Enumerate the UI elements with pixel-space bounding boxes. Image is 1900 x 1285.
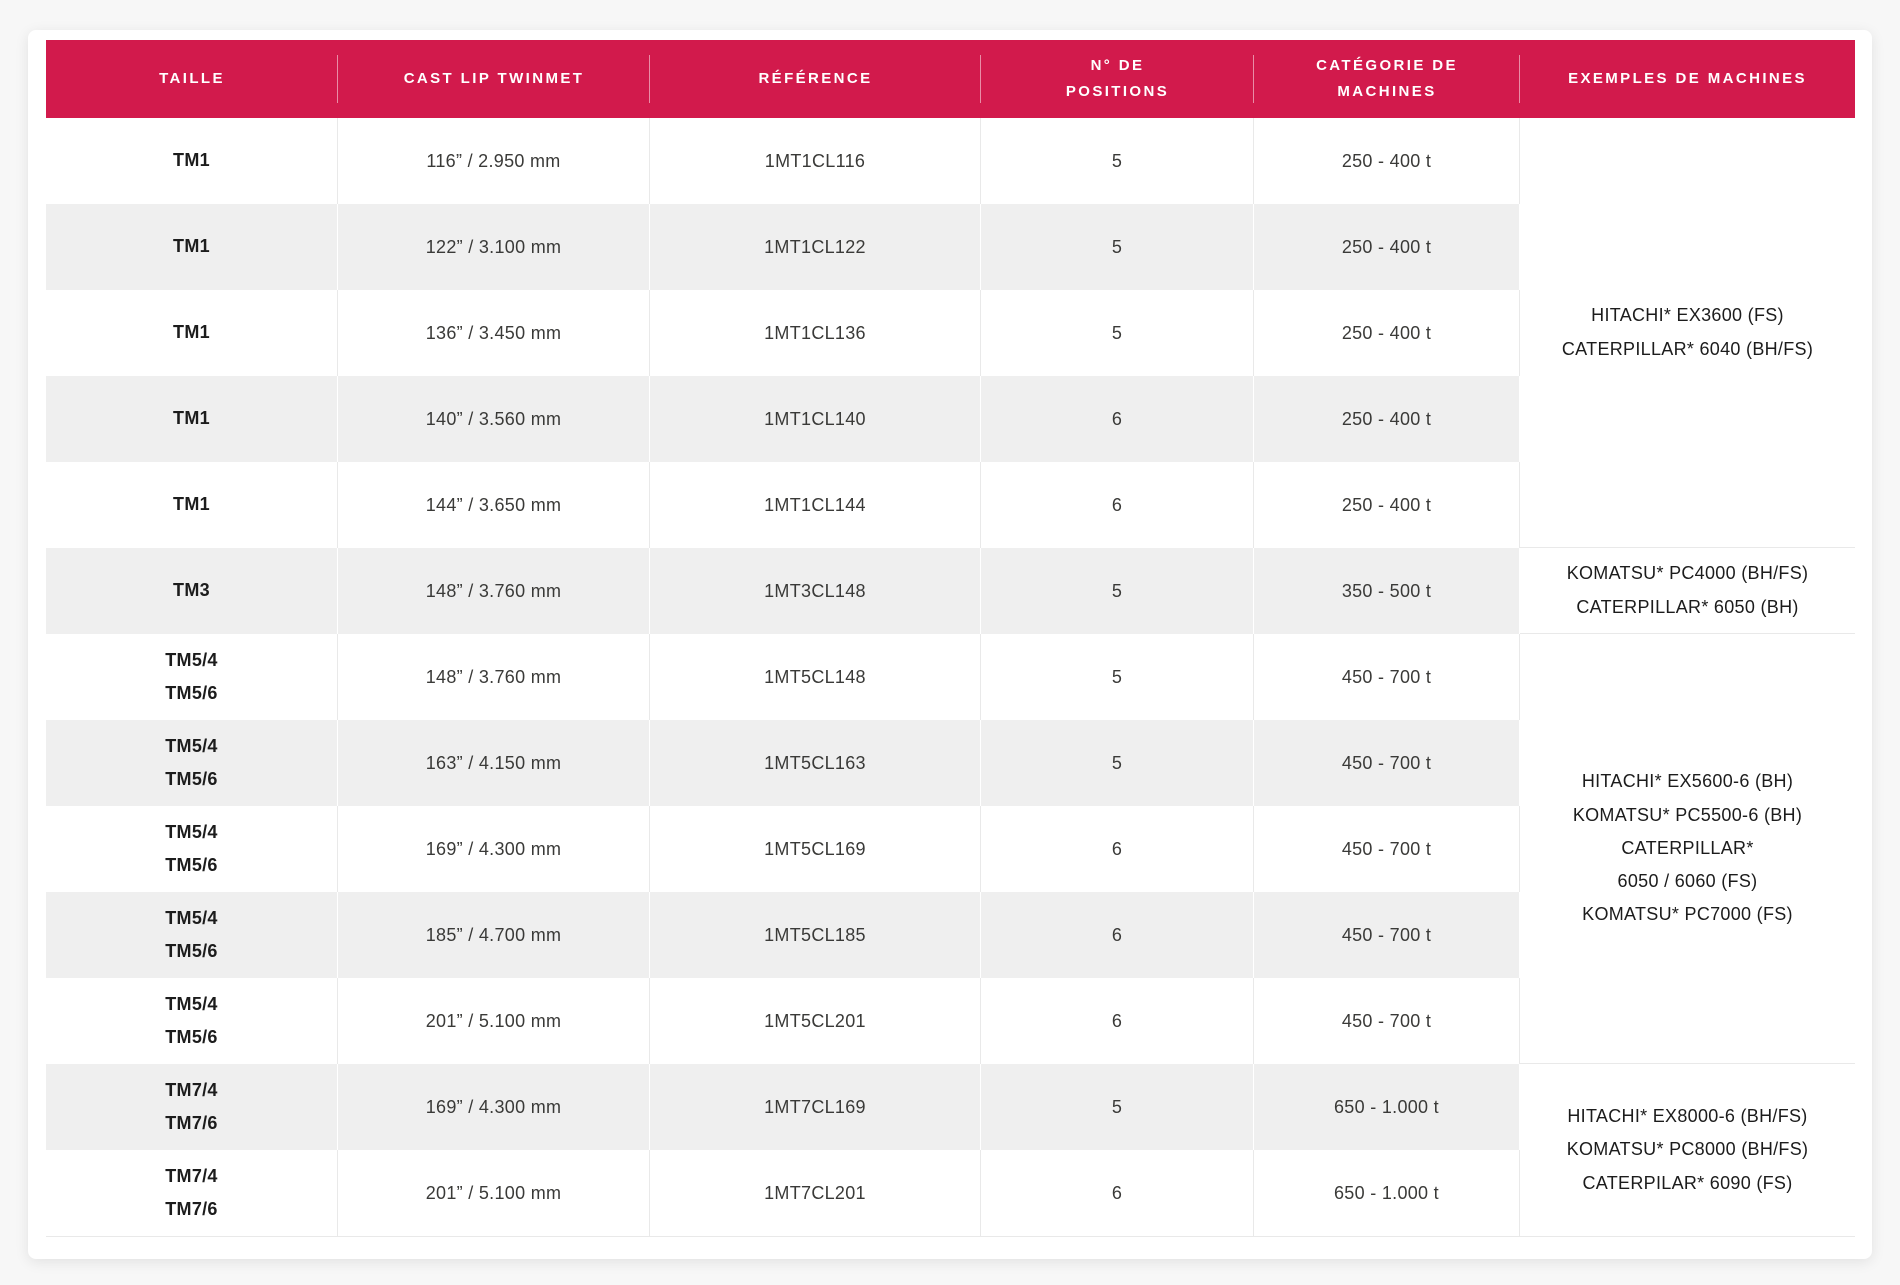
positions-cell: 6 — [981, 892, 1254, 978]
machines-table: TAILLE CAST LIP TWINMET RÉFÉRENCE N° DE … — [46, 40, 1855, 1236]
positions-cell: 5 — [981, 548, 1254, 634]
table-row: TM5/4 TM5/6 163” / 4.150 mm 1MT5CL163 5 450 … — [46, 720, 1855, 806]
positions-cell: 5 — [981, 118, 1254, 204]
examples-cell: HITACHI* EX3600 (FS) CATERPILLAR* 6040 (… — [1520, 118, 1855, 548]
column-header-exemples: EXEMPLES DE MACHINES — [1520, 40, 1855, 118]
categorie-cell: 250 - 400 t — [1254, 290, 1520, 376]
taille-cell: TM5/4 TM5/6 — [46, 634, 338, 720]
column-header-cast-lip: CAST LIP TWINMET — [338, 40, 650, 118]
table-row: TM5/4 TM5/6 185” / 4.700 mm 1MT5CL185 6 450 … — [46, 892, 1855, 978]
cast-lip-cell: 122” / 3.100 mm — [338, 204, 650, 290]
reference-cell: 1MT1CL144 — [650, 462, 981, 548]
cast-lip-cell: 148” / 3.760 mm — [338, 548, 650, 634]
reference-cell: 1MT7CL201 — [650, 1150, 981, 1236]
categorie-cell: 250 - 400 t — [1254, 118, 1520, 204]
taille-cell: TM5/4 TM5/6 — [46, 892, 338, 978]
positions-cell: 5 — [981, 720, 1254, 806]
cast-lip-cell: 140” / 3.560 mm — [338, 376, 650, 462]
table-wrap: TAILLE CAST LIP TWINMET RÉFÉRENCE N° DE … — [46, 40, 1855, 1237]
reference-cell: 1MT1CL136 — [650, 290, 981, 376]
positions-cell: 6 — [981, 806, 1254, 892]
table-card: TAILLE CAST LIP TWINMET RÉFÉRENCE N° DE … — [28, 30, 1872, 1259]
taille-cell: TM5/4 TM5/6 — [46, 720, 338, 806]
taille-cell: TM5/4 TM5/6 — [46, 806, 338, 892]
reference-cell: 1MT5CL169 — [650, 806, 981, 892]
taille-cell: TM1 — [46, 376, 338, 462]
taille-cell: TM5/4 TM5/6 — [46, 978, 338, 1064]
taille-cell: TM7/4 TM7/6 — [46, 1150, 338, 1236]
taille-cell: TM1 — [46, 204, 338, 290]
taille-cell: TM3 — [46, 548, 338, 634]
reference-cell: 1MT1CL116 — [650, 118, 981, 204]
table-row: TM1 122” / 3.100 mm 1MT1CL122 5 250 - 400 t — [46, 204, 1855, 290]
positions-cell: 5 — [981, 290, 1254, 376]
categorie-cell: 350 - 500 t — [1254, 548, 1520, 634]
column-header-categorie: CATÉGORIE DE MACHINES — [1254, 40, 1520, 118]
cast-lip-cell: 148” / 3.760 mm — [338, 634, 650, 720]
categorie-cell: 450 - 700 t — [1254, 806, 1520, 892]
categorie-cell: 650 - 1.000 t — [1254, 1064, 1520, 1150]
reference-cell: 1MT7CL169 — [650, 1064, 981, 1150]
cast-lip-cell: 201” / 5.100 mm — [338, 978, 650, 1064]
cast-lip-cell: 136” / 3.450 mm — [338, 290, 650, 376]
categorie-cell: 250 - 400 t — [1254, 204, 1520, 290]
table-row: TM1 136” / 3.450 mm 1MT1CL136 5 250 - 400 t — [46, 290, 1855, 376]
cast-lip-cell: 163” / 4.150 mm — [338, 720, 650, 806]
reference-cell: 1MT5CL185 — [650, 892, 981, 978]
categorie-cell: 450 - 700 t — [1254, 634, 1520, 720]
reference-cell: 1MT5CL148 — [650, 634, 981, 720]
positions-cell: 6 — [981, 462, 1254, 548]
table-row: TM7/4 TM7/6 201” / 5.100 mm 1MT7CL201 6 650 … — [46, 1150, 1855, 1236]
positions-cell: 5 — [981, 1064, 1254, 1150]
positions-cell: 6 — [981, 978, 1254, 1064]
categorie-cell: 450 - 700 t — [1254, 892, 1520, 978]
reference-cell: 1MT1CL122 — [650, 204, 981, 290]
examples-cell: HITACHI* EX8000-6 (BH/FS) KOMATSU* PC800… — [1520, 1064, 1855, 1236]
column-header-positions: N° DE POSITIONS — [981, 40, 1254, 118]
reference-cell: 1MT5CL163 — [650, 720, 981, 806]
table-row: TM5/4 TM5/6 169” / 4.300 mm 1MT5CL169 6 450 … — [46, 806, 1855, 892]
categorie-cell: 450 - 700 t — [1254, 978, 1520, 1064]
positions-cell: 5 — [981, 634, 1254, 720]
cast-lip-cell: 116” / 2.950 mm — [338, 118, 650, 204]
reference-cell: 1MT5CL201 — [650, 978, 981, 1064]
cast-lip-cell: 144” / 3.650 mm — [338, 462, 650, 548]
table-row: TM5/4 TM5/6 148” / 3.760 mm 1MT5CL148 5 450 … — [46, 634, 1855, 1064]
categorie-cell: 450 - 700 t — [1254, 720, 1520, 806]
reference-cell: 1MT3CL148 — [650, 548, 981, 634]
positions-cell: 5 — [981, 204, 1254, 290]
column-header-taille: TAILLE — [46, 40, 338, 118]
positions-cell: 6 — [981, 376, 1254, 462]
table-header: TAILLE CAST LIP TWINMET RÉFÉRENCE N° DE … — [46, 40, 1855, 118]
cast-lip-cell: 169” / 4.300 mm — [338, 1064, 650, 1150]
table-row: TM7/4 TM7/6 169” / 4.300 mm 1MT7CL169 5 650 … — [46, 1064, 1855, 1236]
table-row: TM1 144” / 3.650 mm 1MT1CL144 6 250 - 400 t — [46, 462, 1855, 548]
examples-cell: HITACHI* EX5600-6 (BH) KOMATSU* PC5500-6… — [1520, 634, 1855, 1064]
examples-cell: KOMATSU* PC4000 (BH/FS) CATERPILLAR* 605… — [1520, 548, 1855, 634]
table-row: TM1 140” / 3.560 mm 1MT1CL140 6 250 - 400 t — [46, 376, 1855, 462]
taille-cell: TM7/4 TM7/6 — [46, 1064, 338, 1150]
reference-cell: 1MT1CL140 — [650, 376, 981, 462]
cast-lip-cell: 169” / 4.300 mm — [338, 806, 650, 892]
taille-cell: TM1 — [46, 290, 338, 376]
categorie-cell: 250 - 400 t — [1254, 462, 1520, 548]
categorie-cell: 250 - 400 t — [1254, 376, 1520, 462]
header-row: TAILLE CAST LIP TWINMET RÉFÉRENCE N° DE … — [46, 40, 1855, 118]
categorie-cell: 650 - 1.000 t — [1254, 1150, 1520, 1236]
table-row: TM5/4 TM5/6 201” / 5.100 mm 1MT5CL201 6 450 … — [46, 978, 1855, 1064]
cast-lip-cell: 201” / 5.100 mm — [338, 1150, 650, 1236]
positions-cell: 6 — [981, 1150, 1254, 1236]
taille-cell: TM1 — [46, 118, 338, 204]
column-header-reference: RÉFÉRENCE — [650, 40, 981, 118]
cast-lip-cell: 185” / 4.700 mm — [338, 892, 650, 978]
taille-cell: TM1 — [46, 462, 338, 548]
